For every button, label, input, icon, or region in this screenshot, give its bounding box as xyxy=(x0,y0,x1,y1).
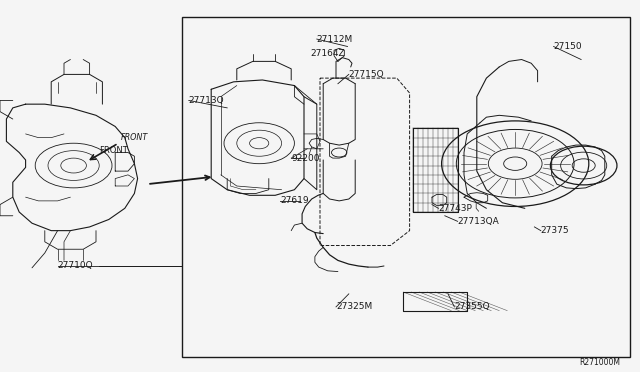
Text: 27325M: 27325M xyxy=(336,302,372,311)
Text: 27715Q: 27715Q xyxy=(349,70,385,79)
Text: FRONT: FRONT xyxy=(120,133,148,142)
Text: 27710Q: 27710Q xyxy=(58,262,93,270)
Text: 27619: 27619 xyxy=(280,196,309,205)
Text: 27743P: 27743P xyxy=(438,204,472,213)
Text: 92200: 92200 xyxy=(291,154,320,163)
Bar xyxy=(182,17,630,357)
Text: 27713Q: 27713Q xyxy=(189,96,225,105)
Text: 27375: 27375 xyxy=(541,226,570,235)
Text: 27112M: 27112M xyxy=(317,35,353,44)
Text: FRONT: FRONT xyxy=(99,146,128,155)
Text: 27150: 27150 xyxy=(554,42,582,51)
Text: 27355Q: 27355Q xyxy=(454,302,490,311)
Text: 27164Z: 27164Z xyxy=(310,49,345,58)
Text: R271000M: R271000M xyxy=(579,358,620,367)
Text: 27713QA: 27713QA xyxy=(458,217,499,226)
